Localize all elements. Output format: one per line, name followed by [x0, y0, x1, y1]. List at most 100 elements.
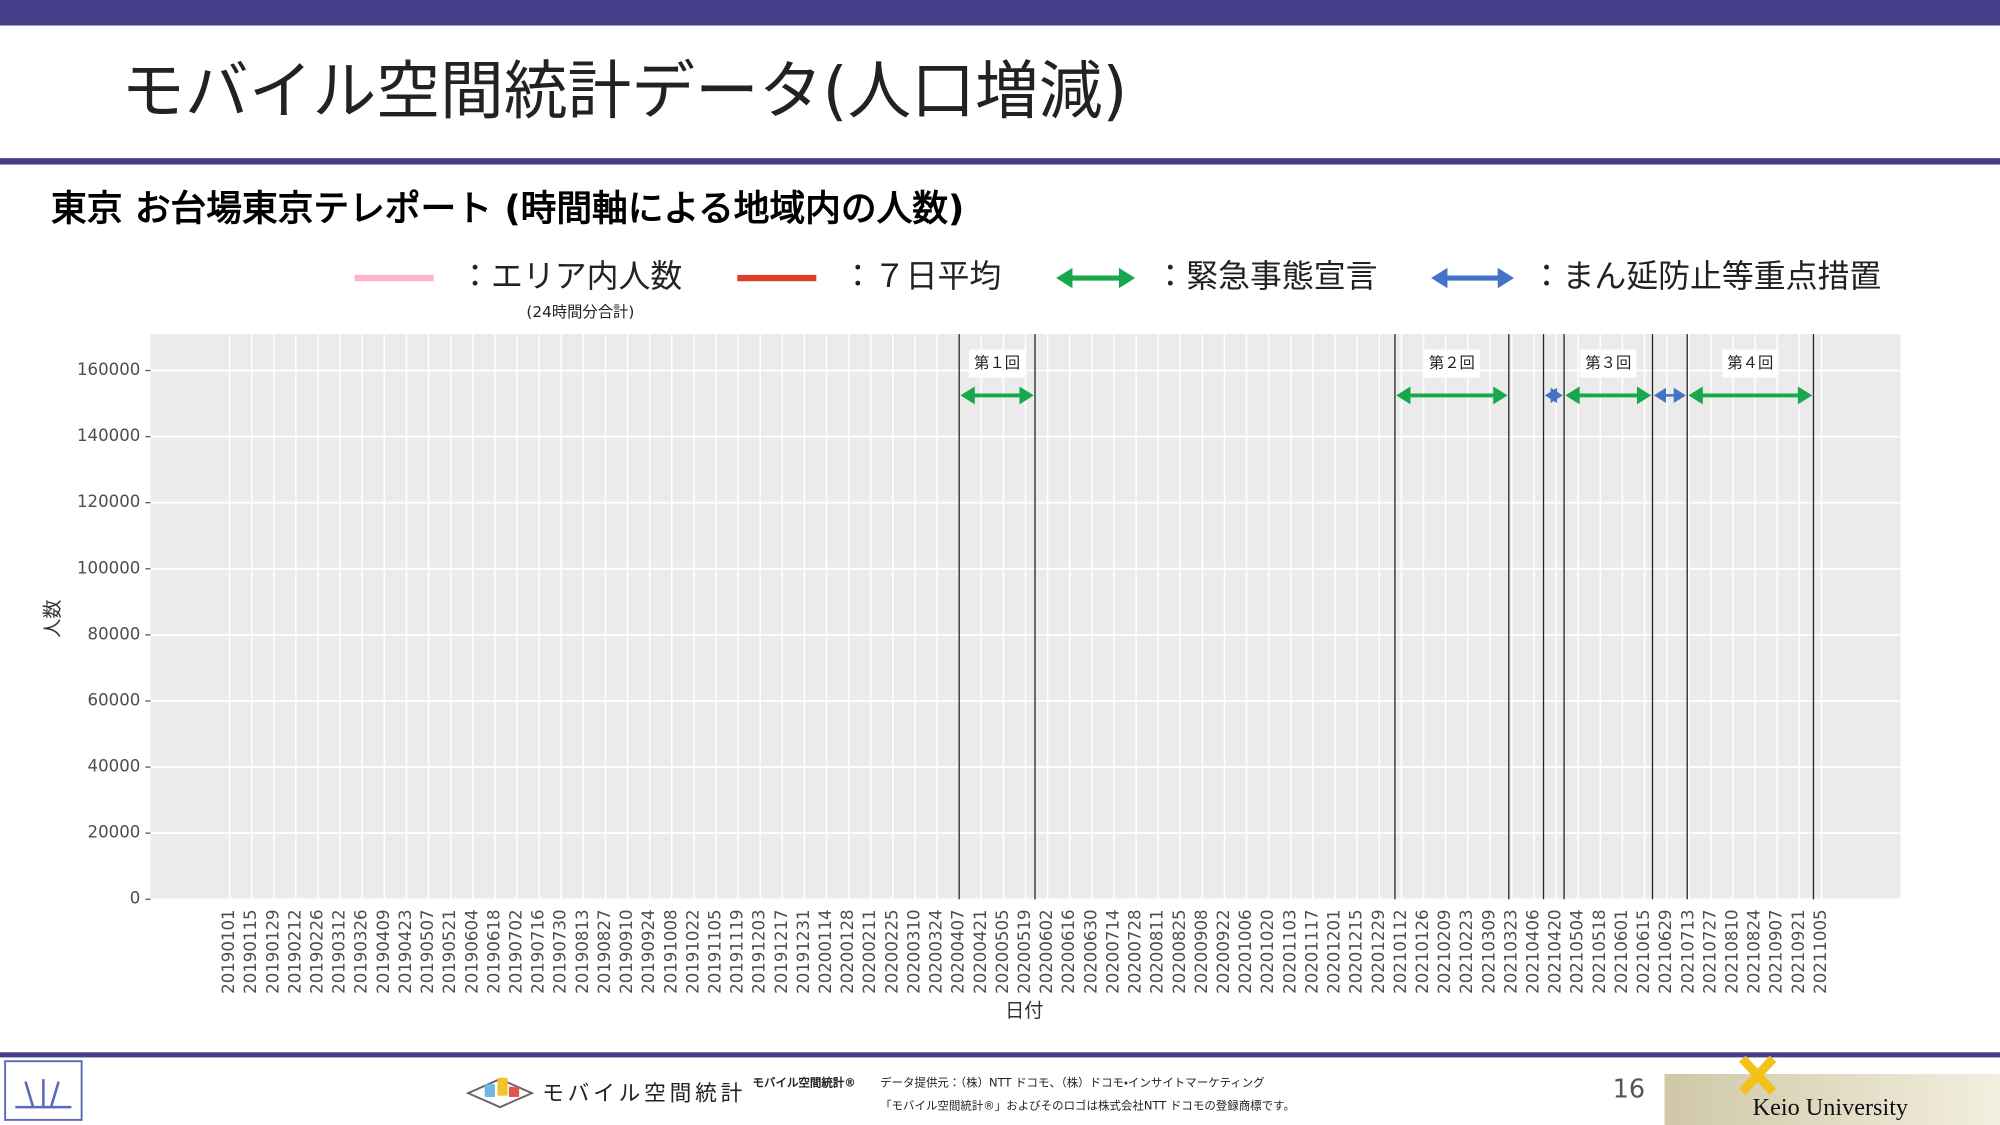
x-tick-label: 20210420	[1546, 909, 1565, 993]
x-tick-label: 20211005	[1811, 909, 1830, 993]
x-tick-label: 20191217	[772, 909, 791, 993]
x-tick-label: 20190910	[617, 909, 636, 993]
x-tick-label: 20190409	[374, 909, 393, 993]
x-tick-label: 20200811	[1148, 909, 1167, 993]
x-tick-label: 20190521	[440, 909, 459, 993]
x-tick-label: 20210209	[1435, 909, 1454, 993]
y-tick-label: 140000	[77, 426, 140, 445]
x-tick-label: 20200602	[1037, 909, 1056, 993]
legend-arrow	[1056, 267, 1136, 289]
x-tick-label: 20210824	[1745, 909, 1764, 993]
legend-label: ：まん延防止等重点措置	[1531, 257, 1882, 295]
x-tick-label: 20201103	[1280, 909, 1299, 993]
x-tick-label: 20200908	[1192, 909, 1211, 993]
y-tick-label: 40000	[88, 757, 141, 776]
x-tick-label: 20200310	[904, 909, 923, 993]
x-tick-label: 20200211	[860, 909, 879, 993]
brand: モバイル空間統計®	[753, 1075, 856, 1089]
page-number: 16	[1613, 1075, 1645, 1105]
x-tick-label: 20200728	[1126, 909, 1145, 993]
period-arrow-part	[1797, 386, 1813, 405]
x-tick-label: 20210112	[1391, 909, 1410, 993]
x-tick-label: 20200616	[1059, 909, 1078, 993]
x-tick-label: 20200519	[1015, 909, 1034, 993]
y-tick-label: 160000	[77, 360, 140, 379]
x-tick-label: 20190423	[396, 909, 415, 993]
x-tick-label: 20190129	[263, 909, 282, 993]
x-tick-label: 20191008	[661, 909, 680, 993]
period-arrow-part	[1396, 386, 1411, 405]
x-tick-label: 20210907	[1767, 909, 1786, 993]
x-tick-label: 20210309	[1479, 909, 1498, 993]
period-label-box	[1580, 349, 1637, 378]
period-arrow-part	[1550, 387, 1563, 404]
period-label-box	[969, 349, 1026, 378]
keio-emblem	[1739, 1055, 1777, 1095]
x-tick-label: 20201201	[1325, 909, 1344, 993]
x-tick-label: 20210518	[1590, 909, 1609, 993]
legend-arrow	[1431, 267, 1515, 289]
x-tick-label: 20190115	[241, 909, 260, 993]
x-tick-label: 20190730	[551, 909, 570, 993]
period-arrow-part	[1636, 386, 1652, 405]
top-bar	[0, 0, 2000, 26]
left-logo	[4, 1060, 83, 1121]
mobile-logo	[465, 1077, 535, 1109]
y-tick-label: 120000	[77, 492, 140, 511]
x-tick-label: 20190604	[462, 909, 481, 993]
x-tick-label: 20190924	[639, 909, 658, 993]
y-tick-label: 100000	[77, 558, 140, 577]
x-tick-label: 20210504	[1568, 909, 1587, 993]
x-tick-label: 20200630	[1081, 909, 1100, 993]
y-tick-label: 20000	[88, 823, 141, 842]
x-tick-label: 20200225	[882, 909, 901, 993]
x-tick-label: 20190212	[285, 909, 304, 993]
x-tick-label: 20210713	[1678, 909, 1697, 993]
x-tick-label: 20210810	[1722, 909, 1741, 993]
x-tick-label: 20200324	[927, 909, 946, 993]
x-tick-label: 20191119	[728, 909, 747, 993]
legend-label: ：緊急事態宣言	[1154, 257, 1377, 295]
x-tick-label: 20201006	[1236, 909, 1255, 993]
period-label: 第４回	[1727, 354, 1773, 372]
x-tick-label: 20210629	[1656, 909, 1675, 993]
keio-band	[1664, 1073, 2000, 1125]
x-tick-label: 20210727	[1700, 909, 1719, 993]
x-tick-label: 20210601	[1612, 909, 1631, 993]
period-label-box	[1722, 349, 1779, 378]
title-rule	[0, 158, 2000, 165]
legend-note: (24時間分合計)	[526, 303, 634, 321]
period-arrow-part	[1493, 386, 1508, 405]
x-tick-label: 20200505	[993, 909, 1012, 993]
period-arrow	[1396, 386, 1508, 405]
legend-arrow-part	[1118, 267, 1136, 289]
x-tick-label: 20190226	[308, 909, 327, 993]
x-tick-label: 20191203	[750, 909, 769, 993]
x-axis-title: 日付	[1005, 999, 1043, 1022]
period-label: 第２回	[1429, 354, 1475, 372]
period-arrow-part	[1565, 386, 1580, 405]
period-arrow-part	[960, 386, 975, 405]
x-tick-label: 20191022	[683, 909, 702, 993]
slide-title: モバイル空間統計データ(人口増減)	[121, 55, 1127, 129]
legend-arrow-part	[1431, 267, 1448, 289]
legend-arrow-part	[1497, 267, 1515, 289]
source: データ提供元：（株）NTT ドコモ、（株）ドコモ・インサイトマーケティング	[880, 1075, 1265, 1089]
x-tick-label: 20210126	[1413, 909, 1432, 993]
trademark: 「モバイル空間統計®」およびそのロゴは株式会社NTT ドコモの登録商標です。	[880, 1098, 1295, 1112]
logo-text: モバイル空間統計	[542, 1081, 746, 1106]
period-arrow-part	[1688, 386, 1703, 405]
x-tick-label: 20200922	[1214, 909, 1233, 993]
y-tick-label: 0	[130, 889, 141, 908]
legend-label: ：エリア内人数	[459, 257, 682, 295]
period-arrow-part	[1673, 387, 1686, 404]
period-arrow-part	[1653, 387, 1667, 404]
x-tick-label: 20201229	[1369, 909, 1388, 993]
x-tick-label: 20210921	[1789, 909, 1808, 993]
x-tick-label: 20190618	[484, 909, 503, 993]
x-tick-label: 20190716	[529, 909, 548, 993]
x-tick-label: 20201215	[1347, 909, 1366, 993]
chart-title: 東京 お台場東京テレポート (時間軸による地域内の人数)	[51, 188, 964, 229]
